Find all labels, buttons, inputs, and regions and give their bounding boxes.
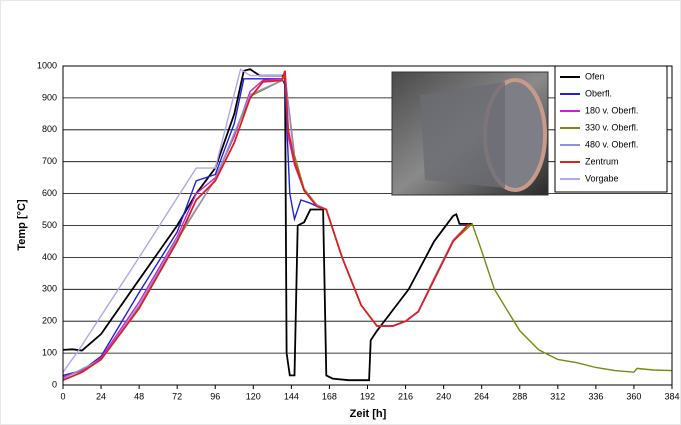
y-tick-label: 100 xyxy=(42,347,57,357)
x-tick-label: 24 xyxy=(96,391,106,401)
x-axis-label: Zeit [h] xyxy=(350,408,387,420)
x-tick-label: 312 xyxy=(550,391,565,401)
y-tick-label: 900 xyxy=(42,92,57,102)
y-tick-label: 400 xyxy=(42,252,57,262)
x-tick-label: 48 xyxy=(134,391,144,401)
x-tick-label: 288 xyxy=(512,391,527,401)
y-axis-label: Temp [°C] xyxy=(16,199,28,251)
y-tick-label: 0 xyxy=(52,379,57,389)
x-tick-label: 216 xyxy=(398,391,413,401)
y-tick-label: 1000 xyxy=(37,60,57,70)
series-line xyxy=(62,70,470,382)
inset-photo xyxy=(391,71,549,196)
x-tick-label: 96 xyxy=(210,391,220,401)
y-tick-label: 500 xyxy=(42,220,57,230)
x-tick-label: 72 xyxy=(172,391,182,401)
legend-label: 180 v. Oberfl. xyxy=(585,105,638,115)
legend-label: Vorgabe xyxy=(585,173,619,183)
legend-label: 480 v. Oberfl. xyxy=(585,139,638,149)
y-tick-label: 200 xyxy=(42,316,57,326)
plot-lines xyxy=(62,68,673,382)
x-tick-label: 168 xyxy=(322,391,337,401)
legend-label: Oberfl. xyxy=(585,88,612,98)
x-tick-label: 240 xyxy=(436,391,451,401)
x-tick-label: 336 xyxy=(588,391,603,401)
legend: Ofen Oberfl. 180 v. Oberfl. 330 v. Oberfl. 4… xyxy=(554,65,668,193)
x-tick-label: 144 xyxy=(284,391,299,401)
y-tick-label: 600 xyxy=(42,188,57,198)
x-tick-label: 384 xyxy=(664,391,679,401)
series-line xyxy=(62,68,473,382)
x-tick-label: 192 xyxy=(360,391,375,401)
legend-label: 330 v. Oberfl. xyxy=(585,122,638,132)
series-line xyxy=(62,68,282,373)
x-tick-label: 0 xyxy=(60,391,65,401)
y-tick-label: 700 xyxy=(42,156,57,166)
x-tick-label: 360 xyxy=(626,391,641,401)
plot-frame xyxy=(62,65,673,386)
y-tick-label: 300 xyxy=(42,284,57,294)
legend-label: Ofen xyxy=(585,71,605,81)
y-tick-label: 800 xyxy=(42,124,57,134)
x-tick-label: 264 xyxy=(474,391,489,401)
x-tick-label: 120 xyxy=(246,391,261,401)
legend-label: Zentrum xyxy=(585,156,619,166)
